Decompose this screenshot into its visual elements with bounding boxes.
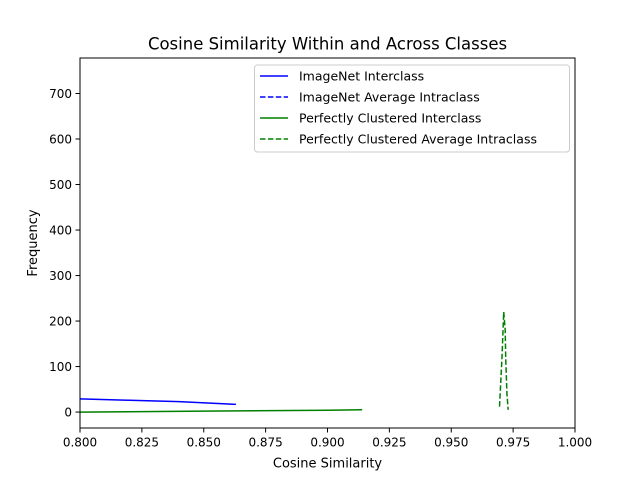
x-axis-label: Cosine Similarity [273, 457, 383, 472]
chart-title: Cosine Similarity Within and Across Clas… [148, 35, 507, 54]
x-tick-label: 0.925 [372, 436, 406, 450]
y-tick-label: 700 [49, 87, 72, 101]
x-tick-label: 0.875 [248, 436, 282, 450]
legend-label-0: ImageNet Interclass [299, 69, 424, 84]
legend-label-3: Perfectly Clustered Average Intraclass [299, 132, 537, 147]
x-tick-label: 0.825 [125, 436, 159, 450]
legend: ImageNet Interclass ImageNet Average Intr… [254, 64, 570, 153]
x-tick-label: 1.000 [558, 436, 592, 450]
legend-label-2: Perfectly Clustered Interclass [299, 111, 481, 126]
y-tick-label: 600 [49, 133, 72, 147]
x-tick-label: 0.975 [496, 436, 530, 450]
legend-box [254, 64, 570, 153]
x-tick-label: 0.950 [434, 436, 468, 450]
series-layer [80, 311, 509, 413]
x-tick-label: 0.850 [187, 436, 221, 450]
x-tick-label: 0.900 [310, 436, 344, 450]
legend-entries: ImageNet Interclass ImageNet Average Intr… [260, 69, 537, 147]
y-tick-label: 300 [49, 269, 72, 283]
y-axis: 0 100 200 300 400 500 600 700 [49, 87, 80, 420]
y-axis-label: Frequency [26, 209, 41, 276]
x-tick-label: 0.800 [63, 436, 97, 450]
y-tick-label: 100 [49, 360, 72, 374]
legend-label-1: ImageNet Average Intraclass [299, 90, 480, 105]
series-line-3 [498, 311, 509, 410]
x-axis: 0.800 0.825 0.850 0.875 0.900 0.925 0.950 0.975… [63, 428, 592, 450]
y-tick-label: 0 [64, 406, 72, 420]
y-tick-label: 400 [49, 224, 72, 238]
y-tick-label: 500 [49, 178, 72, 192]
series-line-2 [80, 409, 363, 413]
series-line-0 [80, 398, 236, 406]
y-tick-label: 200 [49, 315, 72, 329]
